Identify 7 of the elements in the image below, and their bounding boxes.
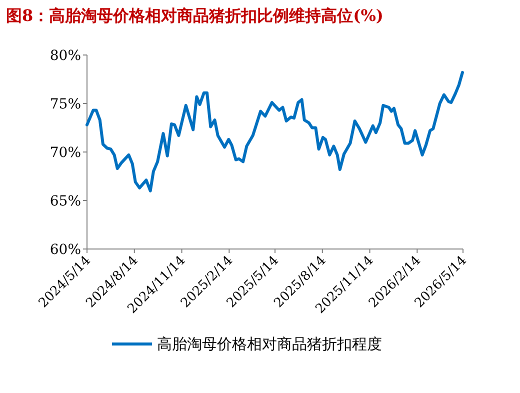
chart-title: 图8：高胎淘母价格相对商品猪折扣比例维持高位(%) <box>6 6 384 25</box>
y-tick-label: 80% <box>50 48 81 64</box>
y-tick-label: 60% <box>50 242 81 258</box>
y-tick-label: 65% <box>50 194 81 210</box>
y-tick-label: 70% <box>50 145 81 161</box>
y-tick-label: 75% <box>50 96 81 112</box>
legend-label: 高胎淘母价格相对商品猪折扣程度 <box>157 335 382 353</box>
